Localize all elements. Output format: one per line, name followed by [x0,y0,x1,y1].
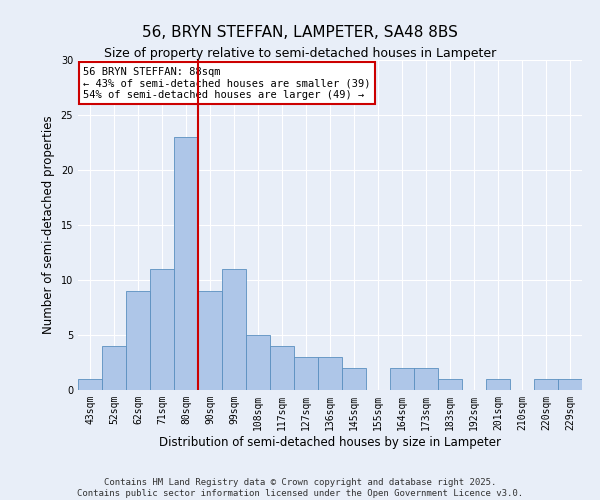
Bar [78,379,102,390]
Bar [342,368,366,390]
Text: Contains HM Land Registry data © Crown copyright and database right 2025.
Contai: Contains HM Land Registry data © Crown c… [77,478,523,498]
X-axis label: Distribution of semi-detached houses by size in Lampeter: Distribution of semi-detached houses by … [159,436,501,448]
Bar [102,346,126,390]
Bar [414,368,438,390]
Bar [150,269,174,390]
Bar [270,346,294,390]
Bar [486,379,510,390]
Bar [534,379,558,390]
Bar [294,357,318,390]
Bar [126,291,150,390]
Text: Size of property relative to semi-detached houses in Lampeter: Size of property relative to semi-detach… [104,48,496,60]
Bar [390,368,414,390]
Bar [318,357,342,390]
Bar [222,269,246,390]
Text: 56, BRYN STEFFAN, LAMPETER, SA48 8BS: 56, BRYN STEFFAN, LAMPETER, SA48 8BS [142,25,458,40]
Bar [438,379,462,390]
Bar [198,291,222,390]
Text: 56 BRYN STEFFAN: 88sqm
← 43% of semi-detached houses are smaller (39)
54% of sem: 56 BRYN STEFFAN: 88sqm ← 43% of semi-det… [83,66,371,100]
Bar [558,379,582,390]
Y-axis label: Number of semi-detached properties: Number of semi-detached properties [42,116,55,334]
Bar [246,335,270,390]
Bar [174,137,198,390]
